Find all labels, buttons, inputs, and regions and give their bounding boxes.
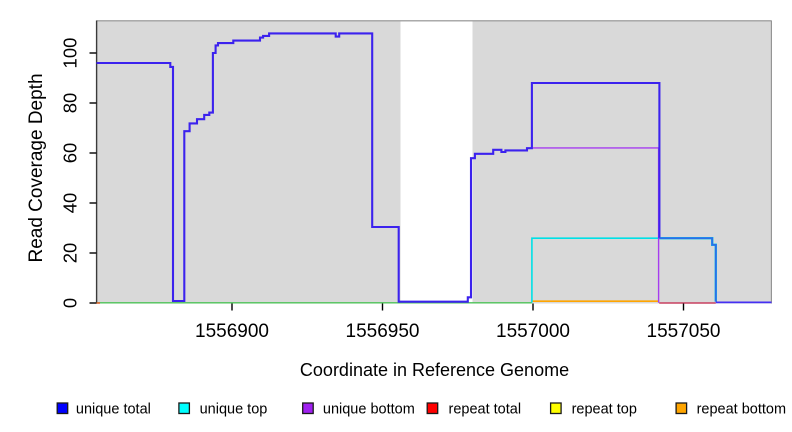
svg-text:unique bottom: unique bottom [323, 402, 415, 418]
svg-text:repeat top: repeat top [572, 402, 637, 418]
svg-text:40: 40 [60, 193, 81, 214]
svg-text:80: 80 [60, 93, 81, 114]
svg-text:Coordinate in Reference Genome: Coordinate in Reference Genome [300, 360, 569, 380]
svg-text:unique total: unique total [76, 402, 151, 418]
svg-text:100: 100 [60, 38, 81, 69]
svg-text:unique top: unique top [200, 402, 268, 418]
svg-text:1556900: 1556900 [195, 321, 269, 342]
svg-text:repeat total: repeat total [449, 402, 522, 418]
svg-text:1557050: 1557050 [647, 321, 721, 342]
svg-text:1556950: 1556950 [346, 321, 420, 342]
svg-text:Read Coverage Depth: Read Coverage Depth [26, 73, 47, 262]
svg-text:20: 20 [60, 243, 81, 264]
svg-text:60: 60 [60, 143, 81, 164]
svg-text:1557000: 1557000 [496, 321, 570, 342]
svg-text:0: 0 [60, 298, 81, 308]
svg-text:repeat bottom: repeat bottom [697, 402, 786, 418]
